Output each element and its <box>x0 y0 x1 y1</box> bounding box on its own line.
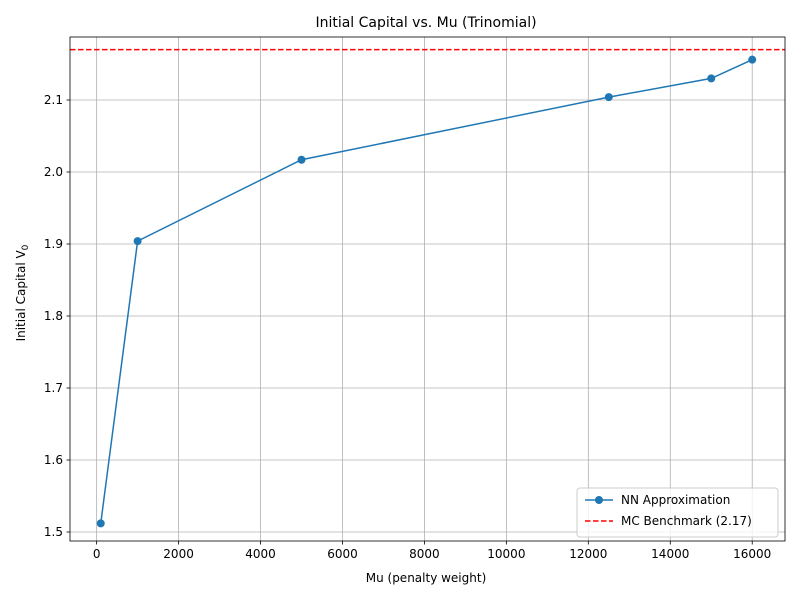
y-tick-label: 1.6 <box>44 453 63 467</box>
y-tick-label: 1.5 <box>44 525 63 539</box>
data-point <box>707 74 716 83</box>
y-axis-label: Initial Capital V0 <box>14 244 31 341</box>
data-point <box>96 519 105 528</box>
x-tick-label: 8000 <box>409 547 440 561</box>
legend-marker-nn <box>595 496 603 504</box>
x-tick-label: 0 <box>93 547 101 561</box>
x-tick-label: 2000 <box>163 547 194 561</box>
y-tick-label: 1.9 <box>44 237 63 251</box>
legend-label-mc: MC Benchmark (2.17) <box>621 514 752 528</box>
legend: NN Approximation MC Benchmark (2.17) <box>576 487 779 538</box>
y-axis-ticks: 1.5 1.6 1.7 1.8 1.9 2.0 2.1 <box>44 93 70 539</box>
y-tick-label: 1.7 <box>44 381 63 395</box>
y-axis-label-main: Initial Capital V <box>14 250 28 342</box>
legend-label-nn: NN Approximation <box>621 493 730 507</box>
x-tick-label: 16000 <box>733 547 771 561</box>
plot-frame <box>69 36 786 542</box>
plot-area <box>70 48 785 528</box>
y-axis-label-subscript: 0 <box>21 244 31 250</box>
chart-title: Initial Capital vs. Mu (Trinomial) <box>315 15 536 31</box>
x-axis-label: Mu (penalty weight) <box>366 571 487 585</box>
y-tick-label: 1.8 <box>44 309 63 323</box>
data-point <box>748 55 757 64</box>
x-axis-ticks: 0 2000 4000 6000 8000 10000 12000 14000 16000 <box>93 541 771 561</box>
x-tick-label: 10000 <box>487 547 525 561</box>
series-line <box>99 58 753 524</box>
legend-box <box>576 487 779 538</box>
grid <box>70 37 785 541</box>
y-tick-label: 2.1 <box>44 93 63 107</box>
y-tick-label: 2.0 <box>44 165 63 179</box>
data-point <box>133 237 142 246</box>
x-tick-label: 6000 <box>327 547 358 561</box>
data-point <box>604 93 613 102</box>
x-tick-label: 4000 <box>245 547 276 561</box>
x-tick-label: 12000 <box>569 547 607 561</box>
data-point <box>297 155 306 164</box>
x-tick-label: 14000 <box>651 547 689 561</box>
